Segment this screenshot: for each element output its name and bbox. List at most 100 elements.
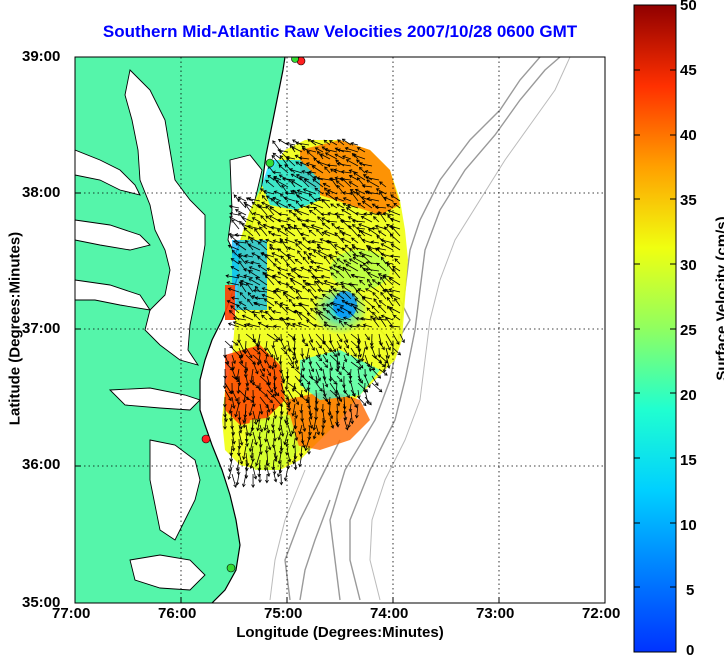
velocity-vector [301, 361, 305, 371]
velocity-vector [287, 389, 295, 402]
velocity-vector-head [367, 284, 372, 288]
velocity-vector [299, 157, 310, 160]
velocity-vector-head [258, 479, 262, 483]
velocity-vector-head [248, 235, 252, 240]
velocity-vector-head [368, 368, 373, 372]
velocity-vector-head [301, 338, 306, 343]
velocity-vector [366, 307, 373, 314]
velocity-vector-head [338, 345, 342, 350]
velocity-vector [259, 396, 269, 409]
velocity-vector-head [378, 316, 383, 320]
velocity-vector [361, 196, 373, 202]
velocity-vector [247, 225, 261, 230]
velocity-vector-head [341, 366, 346, 371]
velocity-vector-head [327, 189, 331, 193]
velocity-vector [243, 227, 254, 237]
velocity-vector [379, 181, 387, 188]
velocity-vector [273, 275, 282, 279]
velocity-vector-head [234, 209, 239, 213]
velocity-vector [266, 382, 273, 393]
velocity-vector-head [359, 365, 364, 369]
velocity-vector-head [340, 237, 345, 242]
velocity-vector [317, 243, 324, 251]
velocity-vector-head [242, 483, 246, 488]
velocity-vector-head [228, 397, 232, 402]
velocity-vector [259, 445, 262, 455]
velocity-vector-head [238, 260, 242, 265]
velocity-vector-head [327, 240, 332, 244]
velocity-vector-head [310, 368, 315, 373]
velocity-vector [385, 288, 394, 300]
velocity-vector-head [307, 405, 312, 410]
velocity-vector-head [268, 246, 273, 251]
velocity-vector-head [333, 381, 337, 385]
velocity-vector [378, 304, 387, 314]
velocity-vector [364, 340, 368, 350]
velocity-vector-head [229, 235, 234, 239]
velocity-vector-head [375, 247, 379, 252]
velocity-vector-head [358, 353, 362, 358]
velocity-vector-head [300, 440, 305, 444]
velocity-vector [298, 312, 310, 321]
velocity-vector [235, 242, 247, 251]
velocity-vector [273, 452, 277, 462]
velocity-vector [315, 340, 322, 349]
velocity-vector [388, 277, 401, 286]
velocity-vector-head [301, 170, 305, 174]
x-axis-label: Longitude (Degrees:Minutes) [236, 624, 444, 641]
velocity-vector [306, 162, 317, 167]
velocity-vector [371, 375, 379, 386]
velocity-vector-head [272, 140, 276, 144]
velocity-vector-head [386, 204, 390, 208]
velocity-vector-head [278, 164, 283, 169]
velocity-vector [329, 140, 338, 146]
velocity-vector-head [390, 243, 395, 247]
velocity-vector [360, 230, 373, 237]
velocity-vector-head [261, 195, 266, 199]
velocity-vector [243, 417, 247, 428]
velocity-vector-head [229, 212, 233, 216]
velocity-vector [353, 172, 366, 181]
velocity-vector-head [231, 219, 235, 223]
velocity-vector [242, 315, 254, 321]
velocity-vector-head [253, 313, 258, 318]
velocity-vector-head [276, 218, 281, 223]
velocity-vector [279, 304, 289, 314]
velocity-vector-head [351, 293, 356, 297]
velocity-vector-head [365, 176, 369, 180]
velocity-vector-head [273, 289, 277, 294]
velocity-vector [259, 347, 269, 357]
velocity-vector [316, 177, 331, 181]
velocity-vector [369, 361, 373, 372]
velocity-vector [359, 252, 373, 258]
velocity-vector [258, 459, 261, 471]
velocity-vector [321, 231, 331, 237]
velocity-vector-head [310, 139, 315, 144]
velocity-vector [271, 233, 282, 237]
velocity-vector [335, 382, 338, 397]
velocity-vector-head [295, 161, 300, 165]
velocity-vector [378, 340, 385, 350]
velocity-vector-head [308, 209, 313, 214]
velocity-vector-head [251, 201, 256, 206]
velocity-vector [300, 445, 303, 457]
velocity-vector-head [314, 276, 318, 280]
velocity-vector-head [291, 412, 296, 417]
velocity-vector [249, 438, 254, 452]
velocity-vector [231, 473, 237, 488]
velocity-vector [238, 375, 240, 386]
velocity-vector-head [341, 247, 346, 252]
velocity-vector [357, 202, 366, 209]
velocity-vector [349, 403, 352, 412]
velocity-vector [290, 278, 296, 286]
velocity-vector-head [249, 379, 254, 384]
velocity-vector-head [271, 444, 276, 449]
velocity-vector [238, 354, 243, 364]
velocity-vector-head [230, 425, 234, 430]
velocity-vector-head [259, 411, 264, 415]
velocity-vector-head [283, 441, 287, 446]
velocity-vector-head [344, 301, 348, 305]
velocity-vector-head [290, 269, 295, 273]
velocity-vector [229, 213, 240, 216]
velocity-vector [317, 250, 331, 258]
